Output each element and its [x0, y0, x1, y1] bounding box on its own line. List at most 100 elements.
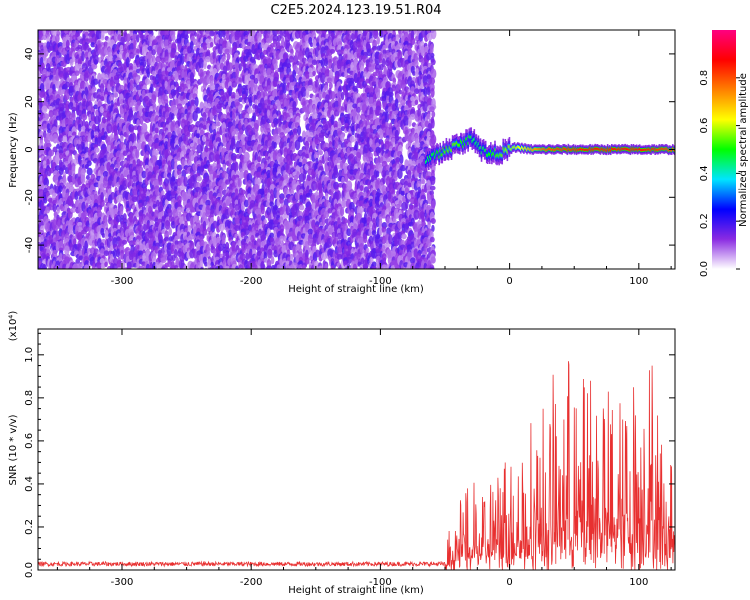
noise-cell	[125, 56, 130, 68]
noise-cell	[77, 63, 82, 69]
noise-cell	[151, 94, 157, 104]
noise-cell	[177, 30, 180, 31]
noise-cell	[138, 160, 144, 167]
noise-cell	[58, 134, 64, 143]
noise-cell	[157, 269, 162, 274]
noise-cell	[51, 30, 57, 36]
noise-cell	[254, 99, 258, 106]
noise-cell	[132, 175, 137, 183]
noise-cell	[84, 43, 90, 53]
noise-cell	[120, 249, 125, 260]
noise-cell	[135, 76, 140, 84]
noise-cell	[304, 140, 310, 151]
noise-cell	[273, 63, 278, 70]
noise-cell	[80, 174, 86, 184]
noise-cell	[291, 23, 297, 30]
noise-cell	[290, 269, 295, 276]
noise-cell	[129, 85, 134, 92]
noise-cell	[59, 30, 63, 31]
noise-cell	[244, 88, 249, 97]
noise-cell	[101, 232, 106, 238]
noise-cell	[77, 30, 83, 34]
noise-cell	[94, 147, 100, 153]
noise-cell	[77, 94, 83, 102]
noise-cell	[74, 190, 79, 201]
noise-cell	[209, 41, 214, 48]
noise-cell	[97, 270, 102, 275]
noise-cell	[55, 154, 61, 165]
noise-cell	[333, 270, 339, 276]
noise-cell	[84, 31, 89, 37]
noise-cell	[46, 128, 52, 134]
noise-cell	[152, 102, 157, 112]
noise-cell	[126, 265, 131, 269]
noise-cell	[132, 99, 137, 107]
noise-cell	[230, 141, 237, 150]
noise-cell	[116, 73, 121, 79]
noise-cell	[81, 135, 86, 141]
noise-cell	[202, 111, 207, 123]
noise-cell	[213, 269, 218, 276]
noise-cell	[83, 72, 89, 83]
noise-cell	[64, 89, 70, 101]
noise-cell	[97, 112, 102, 124]
noise-cell	[118, 152, 125, 161]
noise-cell	[104, 261, 108, 268]
noise-cell	[64, 245, 70, 256]
noise-cell	[93, 104, 99, 110]
noise-cell	[97, 24, 102, 30]
noise-cell	[119, 205, 124, 217]
noise-cell	[55, 33, 60, 44]
noise-cell	[305, 106, 310, 119]
noise-cell	[63, 176, 67, 186]
noise-cell	[274, 30, 277, 31]
noise-cell	[304, 256, 310, 265]
noise-cell	[86, 160, 92, 167]
noise-cell	[270, 256, 275, 265]
noise-cell	[339, 206, 345, 217]
noise-cell	[62, 266, 67, 269]
noise-cell	[291, 24, 295, 30]
noise-cell	[151, 70, 156, 77]
noise-cell	[329, 48, 336, 54]
noise-cell	[125, 33, 131, 43]
noise-cell	[69, 181, 74, 188]
noise-cell	[81, 113, 88, 121]
noise-cell	[98, 264, 102, 269]
noise-cell	[103, 250, 110, 257]
noise-cell	[81, 269, 86, 275]
noise-cell	[91, 63, 98, 70]
noise-cell	[280, 269, 285, 274]
noise-cell	[319, 150, 324, 156]
noise-cell	[133, 39, 137, 50]
noise-cell	[75, 258, 81, 264]
noise-cell	[263, 218, 267, 225]
noise-cell	[41, 105, 48, 114]
noise-cell	[62, 135, 68, 144]
noise-cell	[65, 269, 71, 275]
noise-cell	[135, 149, 140, 159]
noise-cell	[48, 109, 54, 118]
noise-cell	[81, 50, 85, 62]
noise-cell	[93, 59, 98, 65]
noise-cell	[237, 177, 242, 188]
noise-cell	[78, 114, 83, 121]
noise-cell	[298, 204, 305, 211]
noise-cell	[99, 83, 105, 94]
noise-cell	[260, 263, 266, 269]
noise-cell	[200, 141, 204, 152]
noise-cell	[202, 124, 207, 130]
noise-cell	[254, 131, 259, 141]
noise-cell	[318, 265, 324, 269]
noise-cell	[262, 30, 264, 31]
noise-cell	[58, 185, 63, 193]
noise-cell	[216, 121, 221, 127]
noise-cell	[165, 23, 169, 29]
noise-cell	[100, 49, 105, 61]
noise-cell	[171, 34, 176, 42]
noise-cell	[337, 266, 342, 269]
noise-cell	[166, 172, 172, 178]
noise-cell	[171, 112, 175, 120]
noise-cell	[328, 82, 333, 89]
